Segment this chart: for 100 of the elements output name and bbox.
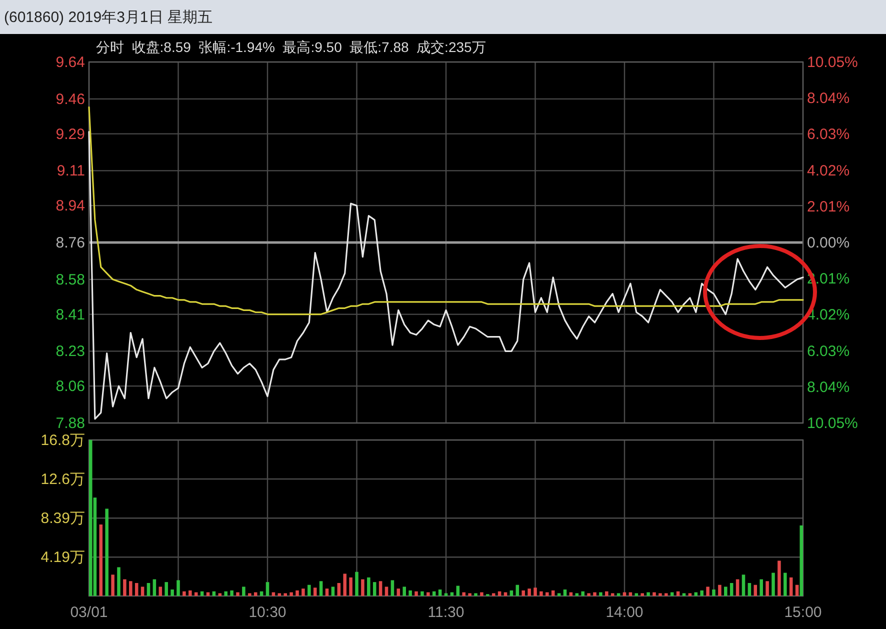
bar — [176, 580, 180, 596]
y-tick-label: 8.23 — [56, 343, 85, 360]
bar — [754, 584, 758, 596]
bar — [99, 524, 103, 596]
bar — [534, 588, 537, 596]
bar — [468, 593, 472, 596]
bar — [795, 584, 799, 596]
bar — [111, 574, 114, 596]
bar — [700, 590, 704, 596]
bar — [605, 591, 608, 596]
bar — [593, 592, 596, 596]
bar — [730, 583, 734, 596]
bar — [587, 593, 590, 596]
bar — [266, 582, 270, 596]
y2-tick-label: 8.04% — [807, 378, 850, 396]
bar — [724, 586, 728, 596]
bar — [444, 593, 448, 596]
y2-tick-label: 10.05% — [807, 54, 858, 71]
y2-tick-label: 6.03% — [807, 126, 850, 144]
y-tick-label: 8.94 — [56, 198, 85, 215]
bar — [218, 593, 222, 596]
bar — [248, 593, 252, 596]
bar — [706, 586, 710, 596]
bar — [325, 588, 329, 596]
bar — [170, 590, 174, 596]
bar — [652, 592, 656, 596]
y-tick-label: 7.88 — [56, 415, 85, 432]
bar — [778, 560, 781, 596]
y-tick-label: 16.8万 — [40, 432, 85, 449]
y2-tick-label: 2.01% — [807, 198, 850, 216]
bar — [581, 591, 584, 596]
bar — [516, 584, 520, 596]
bar — [718, 584, 722, 596]
bar — [105, 508, 108, 596]
bar — [766, 581, 769, 596]
bar — [658, 593, 662, 596]
x-tick-label: 03/01 — [70, 604, 108, 621]
bar — [367, 577, 370, 596]
bar — [546, 592, 549, 596]
bar — [296, 590, 299, 596]
bar — [230, 590, 234, 596]
bar — [284, 593, 287, 596]
bar — [712, 590, 716, 596]
bar — [682, 593, 686, 596]
bar — [129, 581, 132, 596]
bar — [426, 592, 430, 596]
bar — [402, 586, 406, 596]
bar — [599, 592, 602, 596]
bar — [575, 593, 579, 596]
bar — [182, 591, 186, 596]
bar — [302, 588, 305, 596]
bar — [772, 572, 775, 596]
bar — [456, 586, 460, 596]
bar — [634, 593, 638, 596]
bar — [480, 592, 484, 596]
bar — [396, 588, 400, 596]
x-tick-label: 15:00 — [784, 604, 822, 621]
y2-tick-label: 4.02% — [807, 162, 850, 180]
bar — [664, 593, 668, 596]
bar — [349, 577, 352, 596]
bar — [616, 593, 620, 596]
bar — [134, 583, 138, 596]
bar — [646, 592, 650, 596]
bar — [510, 590, 514, 596]
bar — [640, 593, 644, 596]
y2-tick-label: 6.03% — [807, 342, 850, 360]
bar — [308, 584, 311, 596]
bar — [420, 591, 424, 596]
x-tick-label: 10:30 — [248, 604, 286, 621]
bar — [361, 579, 364, 596]
line-series — [88, 130, 804, 420]
bar — [355, 572, 358, 596]
bar — [313, 588, 317, 596]
bar — [784, 572, 787, 596]
bar — [337, 583, 341, 596]
bar — [384, 586, 388, 596]
chart-subtitle: 分时 收盘:8.59 张幅:-1.94% 最高:9.50 最低:7.88 成交:235万 — [96, 39, 486, 55]
bar — [390, 580, 394, 596]
y2-tick-label: 0.00% — [807, 234, 850, 252]
bar — [319, 581, 323, 596]
bar — [551, 590, 555, 596]
line-series — [88, 106, 804, 316]
bar — [188, 590, 192, 596]
bar — [331, 586, 335, 596]
bar — [492, 593, 496, 596]
bar — [123, 579, 126, 596]
y-tick-label: 9.29 — [56, 126, 85, 143]
bar — [372, 582, 376, 596]
y2-tick-label: 10.05% — [807, 415, 858, 432]
bar — [117, 567, 120, 596]
chart-title: (601860) 2019年3月1日 星期五 — [4, 9, 212, 26]
bar — [610, 593, 614, 596]
x-tick-label: 11:30 — [428, 604, 464, 621]
bar — [742, 574, 746, 596]
bar — [236, 592, 240, 596]
bar — [438, 590, 442, 596]
bar — [224, 591, 228, 596]
y-tick-label: 4.19万 — [40, 549, 85, 566]
bar — [688, 593, 692, 596]
bar — [408, 590, 412, 596]
